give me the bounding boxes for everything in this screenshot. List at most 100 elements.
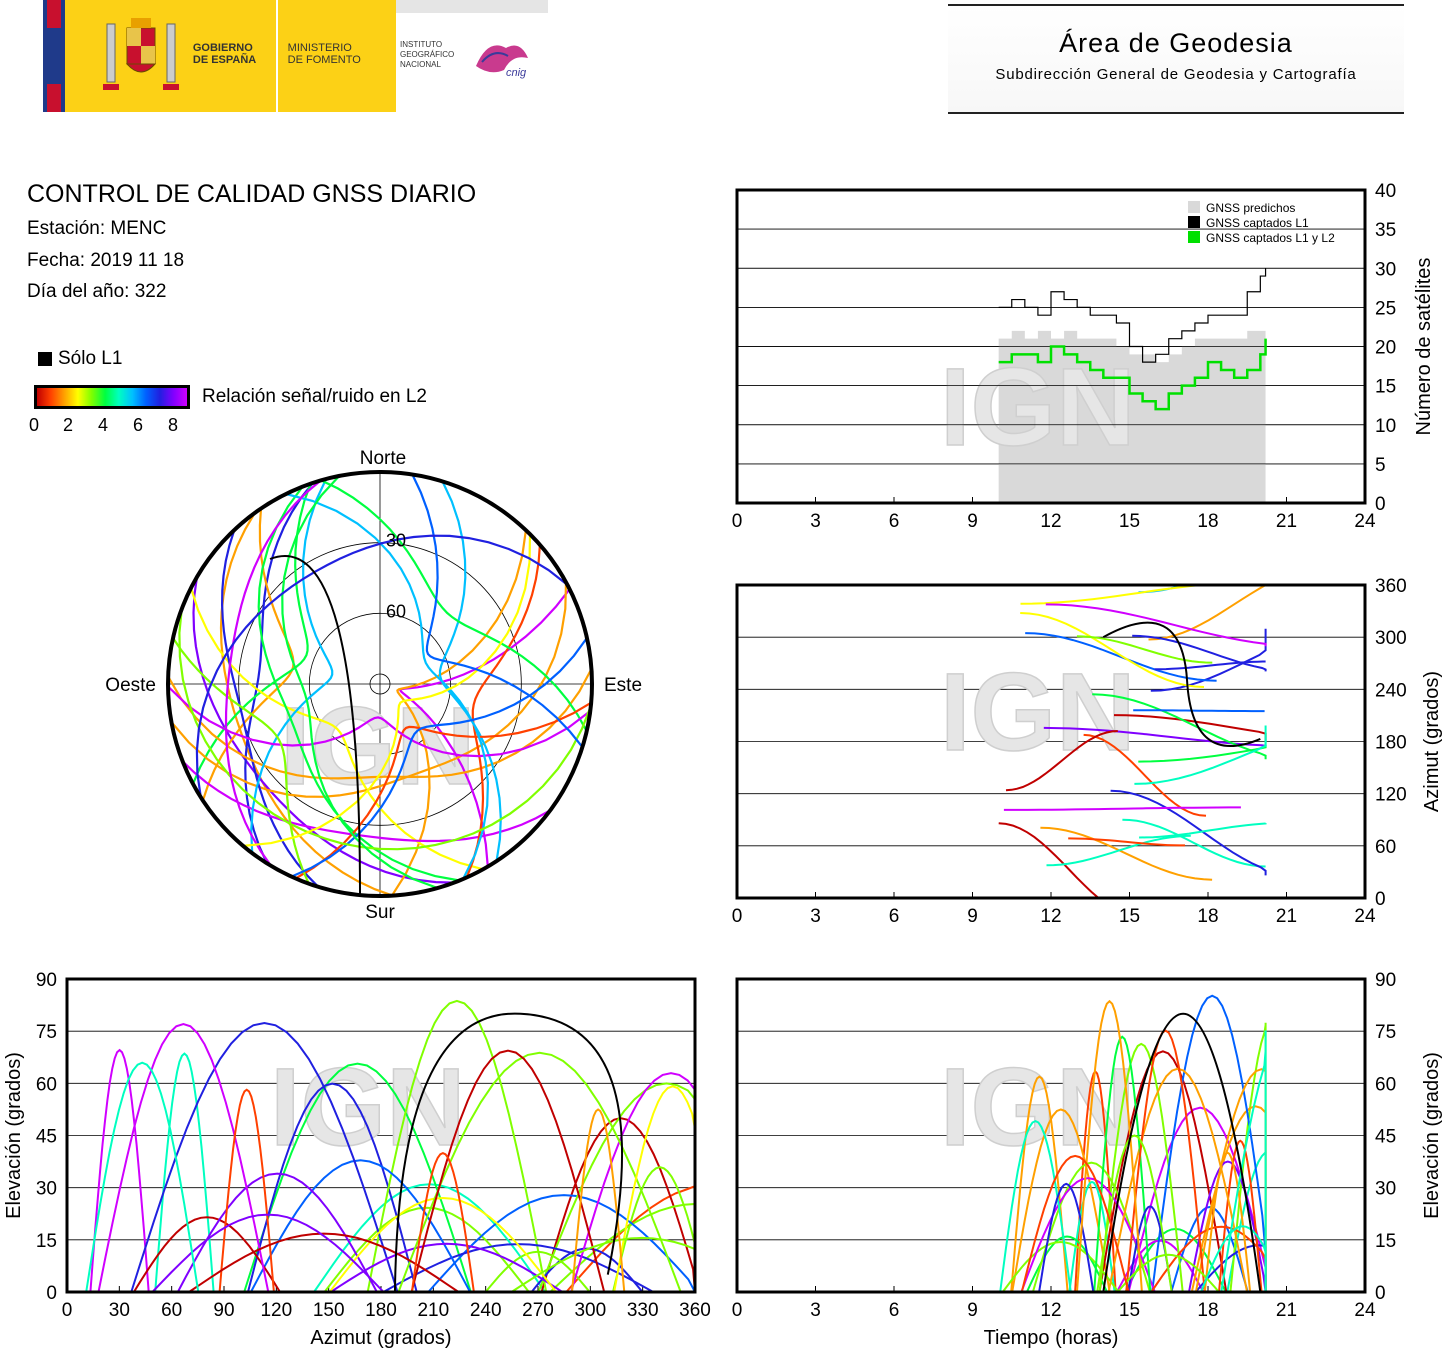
satellite-track — [1096, 1134, 1173, 1293]
legend-l1-only: Sólo L1 — [38, 348, 122, 370]
satellite-track — [224, 479, 322, 867]
satellite-track — [172, 637, 310, 885]
satellite-track — [151, 1213, 385, 1293]
l1-swatch — [38, 352, 52, 366]
l1-track — [393, 1012, 624, 1293]
satellite-track — [1188, 1160, 1267, 1293]
y-tick-label: 20 — [1375, 338, 1396, 359]
satellite-track — [1116, 1239, 1205, 1293]
cnig-logo-icon: cnig — [476, 45, 528, 79]
ign-line1: INSTITUTO — [400, 40, 443, 49]
satellite-track — [320, 479, 588, 732]
satellite-track — [1005, 730, 1118, 792]
legend-swatch — [1188, 216, 1200, 228]
x-tick-label: 9 — [967, 511, 978, 532]
ign-line3: NACIONAL — [400, 60, 441, 69]
ign-line2: GEOGRÁFICO — [400, 50, 455, 59]
satellite-track — [1113, 714, 1267, 741]
satellite-count-chart: 0 5 10 15 20 25 30 35 40 0 3 6 9 12 15 18 21 24 IGN GNSS pr… — [732, 181, 1435, 532]
x-tick-label: 21 — [1276, 906, 1297, 927]
x-tick-label: 15 — [1119, 906, 1140, 927]
x-tick-label: 300 — [574, 1300, 606, 1321]
plot-frame — [735, 977, 1367, 1294]
y-tick-label: 240 — [1375, 680, 1407, 701]
y-tick-label: 75 — [1375, 1022, 1396, 1043]
satellite-track — [176, 1172, 378, 1293]
area-title: Área de Geodesia — [1059, 28, 1293, 58]
satellite-track — [1132, 634, 1267, 672]
x-tick-label: 3 — [810, 1300, 821, 1321]
satellite-track — [1110, 789, 1267, 876]
satellite-track — [1003, 806, 1241, 811]
gobierno-block: GOBIERNO DE ESPAÑA — [64, 0, 276, 112]
date-label: Fecha: 2019 11 18 — [27, 250, 185, 271]
legend-l1-label: Sólo L1 — [58, 348, 123, 369]
satellite-track — [281, 475, 438, 890]
satellite-track — [484, 1250, 591, 1293]
satellite-track — [191, 483, 312, 785]
ign-logo: INSTITUTO GEOGRÁFICO NACIONAL cnig — [396, 0, 548, 112]
label-north: Norte — [360, 448, 406, 469]
satellite-track — [1068, 837, 1185, 847]
y-tick-label: 0 — [1375, 494, 1386, 515]
eu-flag-strip — [43, 0, 65, 112]
legend-swatch — [1188, 231, 1200, 243]
y-tick-label: 5 — [1375, 455, 1386, 476]
satellite-track — [1122, 818, 1266, 868]
y-tick-label: 35 — [1375, 220, 1396, 241]
satellite-track — [1133, 709, 1265, 713]
spain-government-logo: GOBIERNO DE ESPAÑA MINISTERIO DE FOMENTO — [43, 0, 396, 112]
series-line — [998, 338, 1267, 411]
y-axis-label: Elevación (grados) — [3, 1052, 25, 1219]
satellite-track — [330, 1242, 563, 1293]
satellite-track — [1068, 1180, 1116, 1293]
l1-track — [1102, 1013, 1262, 1293]
y-tick-label: 30 — [36, 1179, 57, 1200]
x-tick-label: 6 — [889, 906, 900, 927]
y-tick-label: 75 — [36, 1022, 57, 1043]
cnig-text: cnig — [506, 67, 527, 79]
satellite-track — [1139, 822, 1267, 839]
satellite-track — [220, 529, 319, 888]
series-line — [998, 268, 1267, 363]
y-tick-label: 45 — [1375, 1127, 1396, 1148]
colorbar-tick: 4 — [98, 415, 109, 435]
ign-watermark: IGN — [280, 685, 476, 808]
gov-line1: GOBIERNO — [192, 42, 253, 54]
x-tick-label: 150 — [313, 1300, 345, 1321]
y-tick-label: 30 — [1375, 259, 1396, 280]
satellite-track — [1093, 1035, 1152, 1293]
satellite-track — [438, 480, 502, 862]
satellite-track — [167, 685, 591, 758]
satellite-track — [1076, 999, 1143, 1293]
l1-track — [269, 555, 361, 895]
satellite-track — [218, 1088, 275, 1293]
x-tick-label: 120 — [260, 1300, 292, 1321]
x-tick-label: 180 — [365, 1300, 397, 1321]
satellite-track — [1020, 1154, 1130, 1293]
gov-line2: DE ESPAÑA — [192, 54, 257, 66]
y-tick-label: 0 — [1375, 1283, 1386, 1304]
y-tick-label: 60 — [1375, 1074, 1396, 1095]
label-west: Oeste — [105, 675, 156, 696]
colorbar-tick: 6 — [133, 415, 144, 435]
y-tick-label: 40 — [1375, 181, 1396, 202]
x-tick-label: 6 — [889, 511, 900, 532]
skyplot-chart: IGN Norte Sur Este Oeste 30 60 — [105, 448, 642, 923]
legend-label: GNSS captados L1 — [1206, 216, 1309, 230]
satellite-track — [1098, 1050, 1228, 1293]
satellite-track — [1001, 1240, 1120, 1293]
satellite-track — [189, 587, 484, 871]
y-tick-label: 90 — [1375, 970, 1396, 991]
plot-frame — [735, 583, 1367, 900]
satellite-track — [323, 1206, 530, 1293]
y-tick-label: 15 — [1375, 1231, 1396, 1252]
x-tick-label: 12 — [1040, 511, 1061, 532]
satellite-track — [571, 1108, 626, 1293]
x-tick-label: 0 — [62, 1300, 73, 1321]
satellite-track — [201, 508, 295, 801]
ign-watermark: IGN — [940, 346, 1136, 469]
satellite-track — [1148, 584, 1267, 641]
satellite-track — [410, 1151, 475, 1293]
y-tick-label: 60 — [36, 1074, 57, 1095]
